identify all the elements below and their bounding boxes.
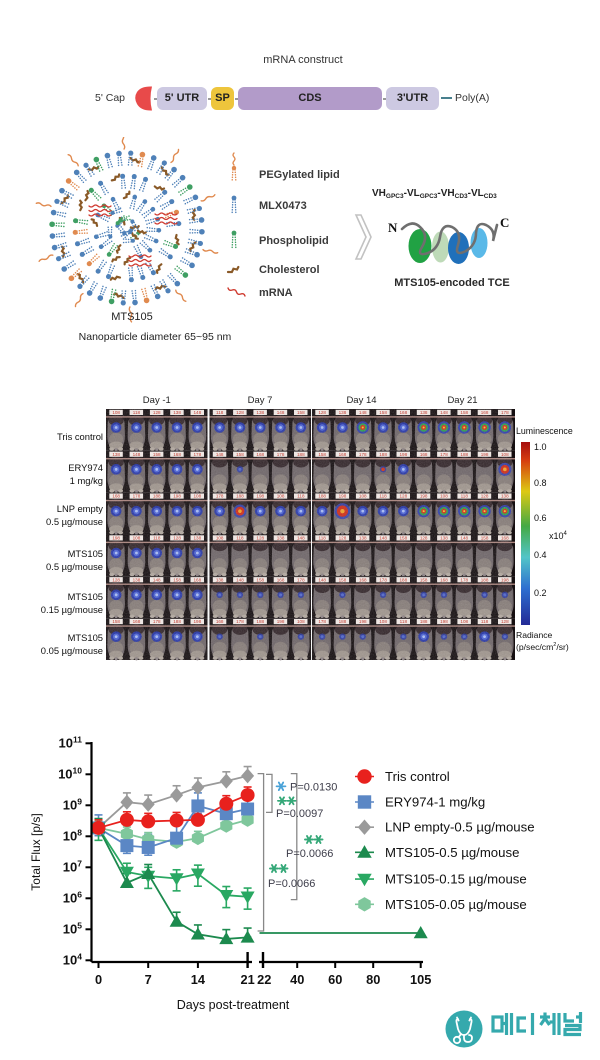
svg-text:80: 80 [366,972,380,987]
svg-text:108: 108 [63,827,82,843]
svg-text:Tris control: Tris control [385,769,450,784]
svg-text:22: 22 [257,972,271,987]
svg-text:1010: 1010 [58,765,82,781]
svg-text:21: 21 [240,972,254,987]
svg-text:ERY974-1 mg/kg: ERY974-1 mg/kg [385,795,485,810]
svg-text:14: 14 [191,972,206,987]
svg-text:105: 105 [410,972,431,987]
svg-text:Days post-treatment: Days post-treatment [177,998,290,1012]
svg-text:P=0.0097: P=0.0097 [276,808,323,820]
svg-text:0: 0 [95,972,102,987]
svg-text:P=0.0066: P=0.0066 [268,878,315,890]
svg-text:C: C [500,215,509,230]
svg-text:MTS105-0.5 µg/mouse: MTS105-0.5 µg/mouse [385,845,519,860]
svg-text:104: 104 [63,951,82,967]
svg-text:MTS105-0.05 µg/mouse: MTS105-0.05 µg/mouse [385,897,527,912]
svg-text:LNP empty-0.5 µg/mouse: LNP empty-0.5 µg/mouse [385,820,535,835]
svg-text:P=0.0130: P=0.0130 [290,782,337,794]
svg-text:60: 60 [328,972,342,987]
svg-text:Total Flux [p/s]: Total Flux [p/s] [29,813,43,890]
svg-text:7: 7 [145,972,152,987]
svg-text:106: 106 [63,889,82,905]
svg-text:N: N [388,220,398,235]
svg-text:105: 105 [63,920,82,936]
svg-text:109: 109 [63,796,82,812]
svg-text:P=0.0066: P=0.0066 [286,848,333,860]
svg-text:107: 107 [63,858,82,874]
svg-text:1011: 1011 [59,734,83,750]
svg-text:MTS105-0.15 µg/mouse: MTS105-0.15 µg/mouse [385,872,527,887]
svg-text:40: 40 [290,972,304,987]
